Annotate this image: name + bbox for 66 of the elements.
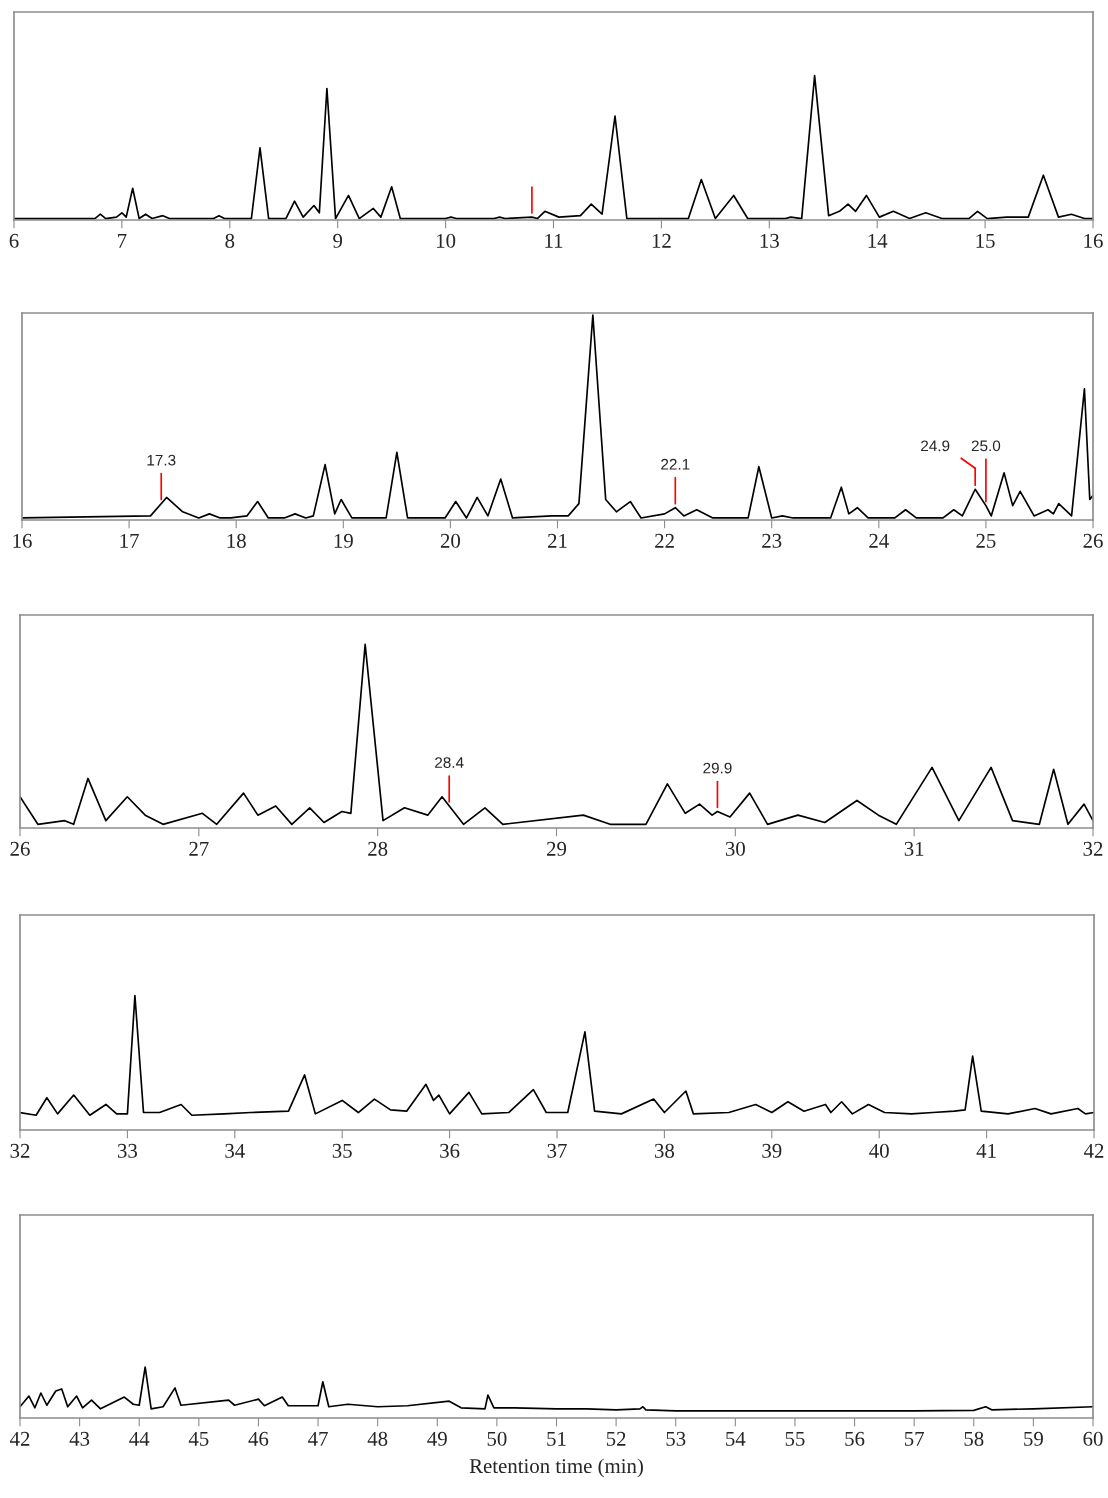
- x-tick-label: 32: [1083, 841, 1103, 856]
- x-tick-label: 23: [762, 533, 782, 548]
- x-tick-label: 25: [976, 533, 996, 548]
- x-tick-label: 51: [547, 1431, 566, 1446]
- x-tick-label: 48: [367, 1431, 388, 1446]
- x-tick-label: 60: [1083, 1431, 1103, 1446]
- x-tick-label: 6: [9, 233, 19, 248]
- x-tick-label: 29: [547, 841, 567, 856]
- x-tick-label: 13: [760, 233, 779, 248]
- x-tick-label: 27: [189, 841, 209, 856]
- x-tick-label: 41: [976, 1143, 996, 1158]
- x-tick-label: 19: [334, 533, 353, 548]
- x-tick-label: 32: [10, 1143, 30, 1158]
- x-tick-label: 7: [118, 234, 127, 248]
- x-tick-label: 22: [655, 533, 674, 548]
- ref-line-label: 22.1: [661, 458, 690, 470]
- ref-line-label: 28.4: [435, 757, 464, 768]
- x-tick-label: 58: [964, 1431, 984, 1446]
- x-tick-label: 20: [440, 533, 461, 548]
- x-tick-label: 33: [117, 1143, 137, 1158]
- x-tick-label: 43: [69, 1431, 90, 1446]
- x-tick-label: 16: [1084, 233, 1103, 248]
- x-tick-label: 56: [845, 1431, 865, 1446]
- x-tick-label: 38: [654, 1143, 675, 1158]
- x-tick-label: 24: [869, 533, 889, 548]
- x-tick-label: 34: [225, 1143, 245, 1158]
- x-tick-label: 15: [976, 233, 995, 248]
- x-tick-label: 28: [368, 841, 388, 856]
- x-tick-label: 18: [227, 533, 246, 548]
- ref-line-label: 17.3: [147, 454, 176, 466]
- x-tick-label: 9: [333, 233, 343, 248]
- x-tick-label: 35: [332, 1143, 352, 1158]
- x-tick-label: 8: [225, 233, 235, 248]
- x-tick-label: 26: [1083, 533, 1103, 548]
- x-tick-label: 39: [762, 1143, 782, 1158]
- x-tick-label: 59: [1024, 1431, 1043, 1446]
- x-tick-label: 26: [10, 841, 30, 856]
- ref-line-label: 24.9: [921, 440, 950, 452]
- x-tick-label: 42: [1083, 1143, 1104, 1158]
- x-tick-label: 11: [545, 233, 563, 248]
- x-tick-label: 45: [188, 1431, 209, 1446]
- x-tick-label: 12: [652, 233, 671, 248]
- x-tick-label: 52: [606, 1431, 626, 1446]
- ref-line-label: 29.9: [703, 762, 732, 774]
- x-tick-label: 30: [725, 841, 745, 856]
- x-tick-label: 54: [726, 1431, 746, 1446]
- x-axis-title: Retention time (min): [469, 1458, 643, 1478]
- x-tick-label: 44: [129, 1431, 150, 1446]
- x-tick-label: 47: [308, 1431, 328, 1446]
- x-tick-label: 16: [13, 533, 32, 548]
- x-tick-label: 37: [547, 1143, 567, 1158]
- x-tick-label: 55: [785, 1432, 805, 1446]
- x-tick-label: 10: [437, 233, 456, 248]
- x-tick-label: 53: [666, 1431, 686, 1446]
- x-tick-label: 36: [440, 1143, 460, 1158]
- x-tick-label: 21: [548, 533, 567, 548]
- x-tick-label: 50: [487, 1431, 507, 1446]
- x-tick-label: 46: [248, 1431, 269, 1446]
- ref-line-label: 25.0: [971, 440, 1001, 452]
- x-tick-label: 31: [904, 841, 924, 856]
- x-tick-label: 17: [120, 533, 139, 548]
- x-tick-label: 14: [868, 233, 888, 248]
- x-tick-label: 40: [869, 1143, 889, 1158]
- x-tick-label: 57: [904, 1432, 924, 1446]
- x-tick-label: 42: [9, 1431, 30, 1446]
- x-tick-label: 49: [427, 1431, 447, 1446]
